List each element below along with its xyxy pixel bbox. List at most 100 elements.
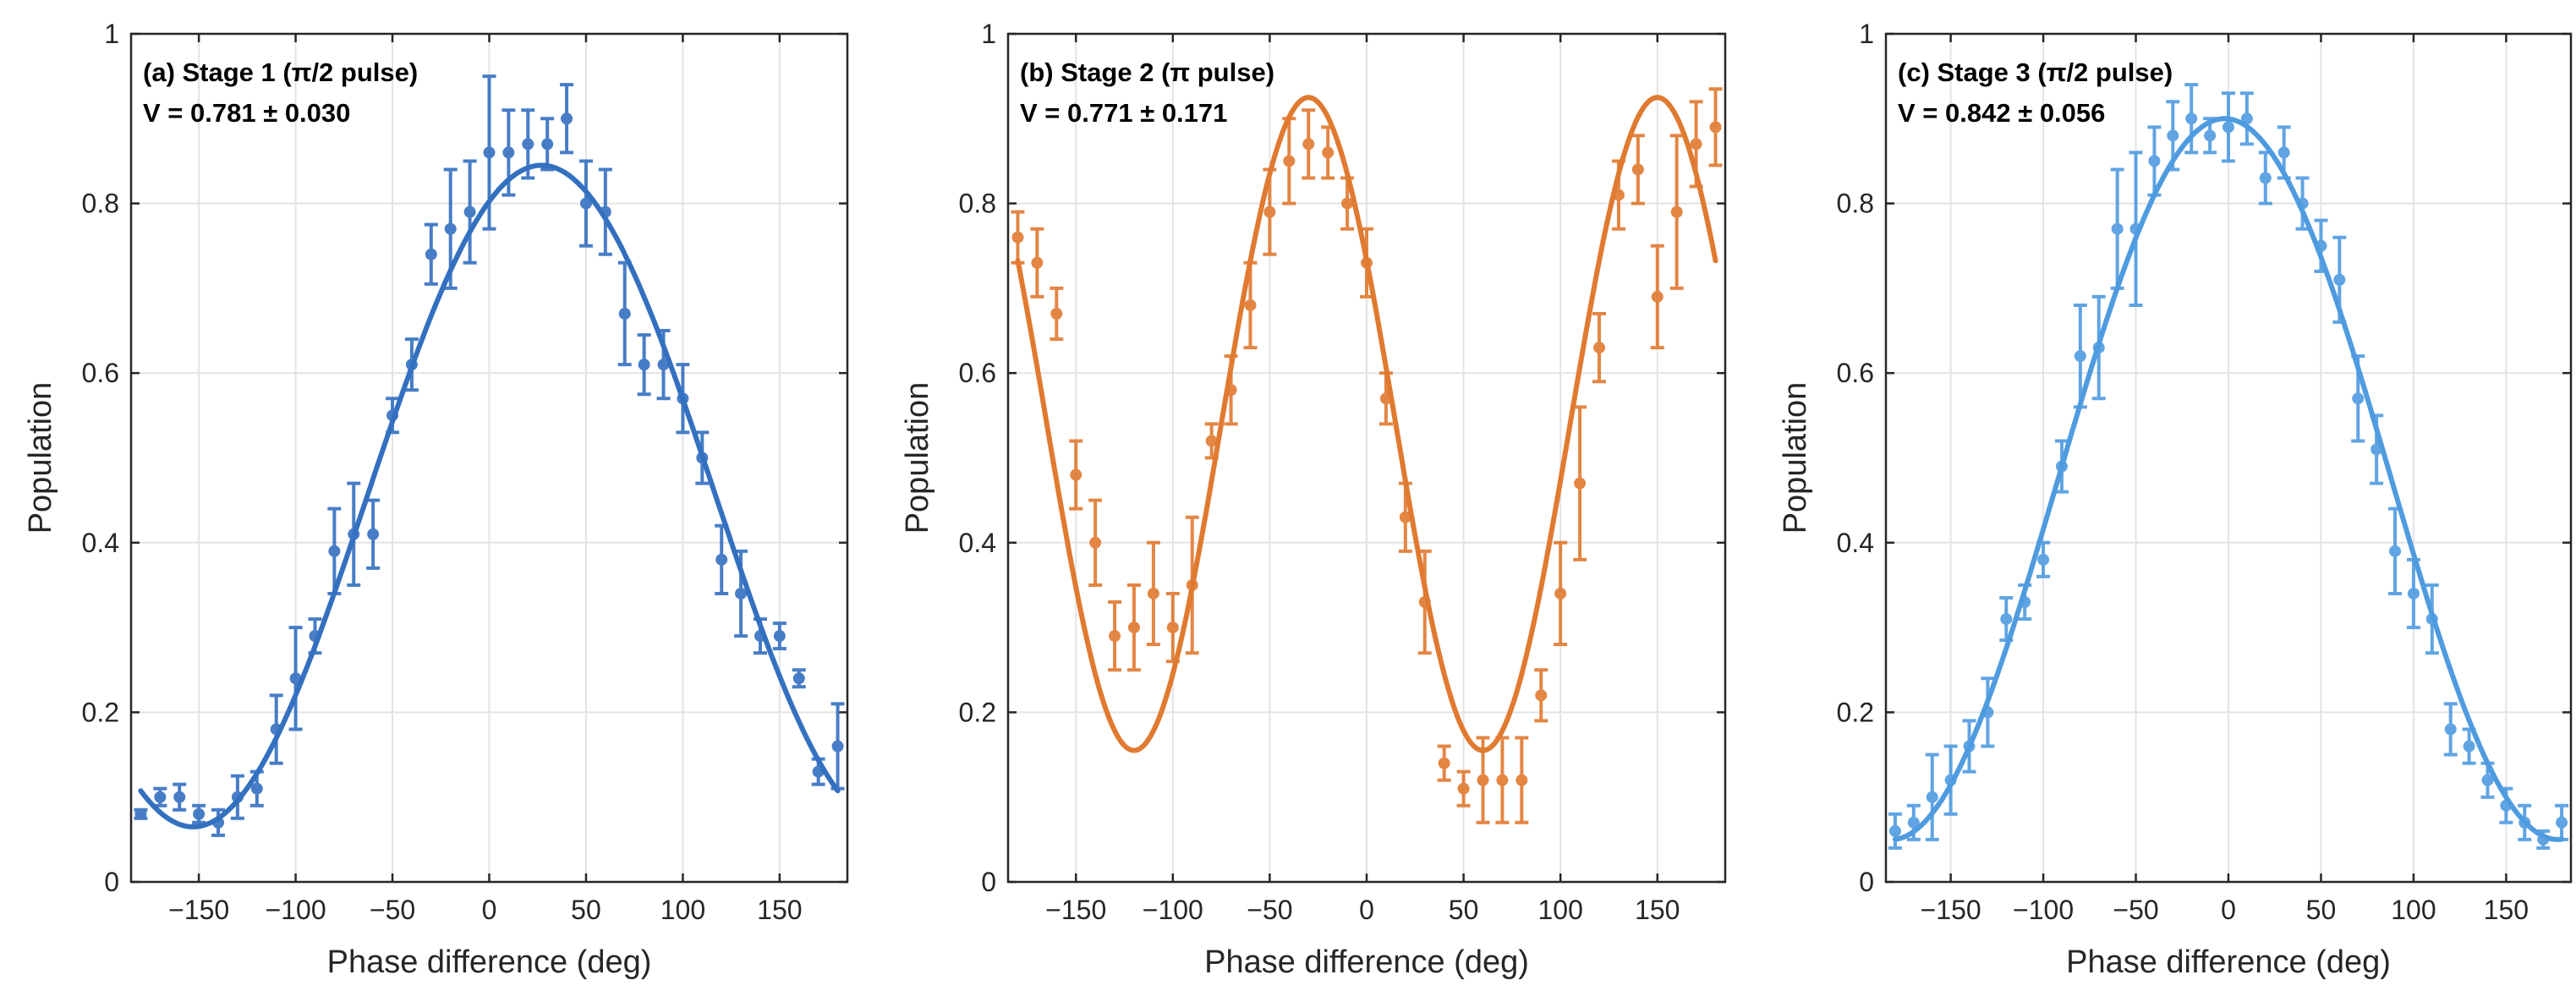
data-marker <box>715 553 728 566</box>
data-point--120 <box>1126 583 1141 672</box>
data-marker <box>1418 596 1431 609</box>
data-point--110 <box>2018 583 2032 621</box>
data-point-90 <box>1534 668 1548 723</box>
x-tick-label: −100 <box>2013 895 2074 925</box>
x-tick-label: 0 <box>2221 895 2236 925</box>
data-marker <box>735 587 748 600</box>
data-marker <box>1127 621 1140 634</box>
data-point-140 <box>753 617 767 655</box>
data-point--70 <box>2091 294 2106 401</box>
data-point--80 <box>327 506 342 595</box>
visibility-annotation: V = 0.781 ± 0.030 <box>143 98 350 128</box>
data-marker <box>773 630 786 643</box>
data-point--170 <box>1906 803 1921 841</box>
data-marker <box>1907 816 1920 829</box>
x-tick-label: 150 <box>2484 895 2529 925</box>
data-point-100 <box>676 363 690 435</box>
data-marker <box>1438 757 1450 769</box>
data-point-150 <box>772 621 787 651</box>
data-marker <box>212 816 225 829</box>
data-marker <box>792 672 805 685</box>
data-marker <box>173 791 186 803</box>
data-marker <box>2111 222 2124 235</box>
data-marker <box>2315 239 2327 252</box>
data-point-70 <box>2351 354 2365 443</box>
x-tick-label: 0 <box>1359 895 1374 925</box>
data-marker <box>193 808 206 820</box>
data-point--60 <box>366 498 381 570</box>
data-marker <box>1379 392 1392 405</box>
data-point--20 <box>2184 83 2199 155</box>
data-point-40 <box>2295 176 2310 231</box>
data-point--110 <box>1146 540 1160 647</box>
y-tick-label: 0.6 <box>959 358 996 388</box>
data-marker <box>1612 189 1625 201</box>
data-point--50 <box>386 397 400 435</box>
data-marker <box>1535 689 1548 702</box>
data-point-170 <box>2536 829 2551 850</box>
data-marker <box>1399 511 1411 523</box>
data-marker <box>2370 443 2383 456</box>
data-marker <box>638 359 650 371</box>
x-tick-label: 50 <box>571 895 601 925</box>
data-point-60 <box>598 167 612 256</box>
data-point-150 <box>2499 786 2513 824</box>
data-marker <box>2240 112 2253 125</box>
x-tick-label: 150 <box>1635 895 1680 925</box>
data-marker <box>231 791 244 803</box>
data-marker <box>1166 621 1179 634</box>
y-tick-label: 0.4 <box>82 528 119 558</box>
data-marker <box>1963 740 1976 753</box>
data-marker <box>2537 833 2550 846</box>
y-axis-label: Population <box>1778 382 1813 534</box>
data-marker <box>386 409 399 422</box>
x-tick-label: −150 <box>168 895 229 925</box>
data-point--20 <box>443 167 458 290</box>
y-axis-label: Population <box>900 382 935 534</box>
data-point--110 <box>269 693 283 765</box>
data-point-180 <box>2555 803 2569 841</box>
data-marker <box>2259 172 2272 184</box>
panel-c: −150 −100 −50 0 50 100 150 0 0.2 0.4 0.6 0.8 1 Phase … <box>1778 19 2573 980</box>
data-marker <box>2389 545 2402 557</box>
data-marker <box>812 765 825 778</box>
data-marker <box>2500 799 2513 812</box>
data-marker <box>1574 477 1587 490</box>
data-point-20 <box>521 108 535 180</box>
data-point-30 <box>2277 125 2291 180</box>
data-marker <box>2074 350 2086 363</box>
data-point--10 <box>2203 117 2217 155</box>
data-point-50 <box>578 159 593 248</box>
data-marker <box>1981 706 1994 719</box>
data-marker <box>1361 256 1373 269</box>
data-point--80 <box>2073 303 2087 409</box>
data-point-0 <box>2222 91 2235 163</box>
y-tick-label: 0 <box>981 867 996 897</box>
data-point--10 <box>463 159 477 265</box>
data-point--140 <box>1962 719 1976 774</box>
data-marker <box>1205 435 1218 447</box>
data-point--30 <box>424 222 438 286</box>
data-marker <box>1302 138 1315 151</box>
data-marker <box>367 528 380 540</box>
data-marker <box>328 545 341 557</box>
panel-title: (c) Stage 3 (π/2 pulse) <box>1898 57 2173 87</box>
data-marker <box>1709 121 1722 134</box>
data-point-10 <box>2239 91 2254 146</box>
data-point-160 <box>2518 803 2532 841</box>
data-marker <box>444 222 457 235</box>
y-tick-label: 0.2 <box>1837 697 1874 727</box>
data-point-130 <box>1611 159 1625 231</box>
data-marker <box>599 205 611 218</box>
data-marker <box>1593 342 1606 354</box>
data-point--80 <box>1204 422 1219 460</box>
y-tick-label: 0.8 <box>82 189 119 219</box>
data-point-70 <box>1495 736 1510 824</box>
data-marker <box>677 392 689 405</box>
x-tick-label: 100 <box>660 895 705 925</box>
data-point-170 <box>811 757 825 786</box>
x-axis-label: Phase difference (deg) <box>2066 945 2391 980</box>
data-marker <box>2277 146 2290 159</box>
data-marker <box>1109 630 1121 643</box>
data-point-100 <box>2406 557 2420 630</box>
